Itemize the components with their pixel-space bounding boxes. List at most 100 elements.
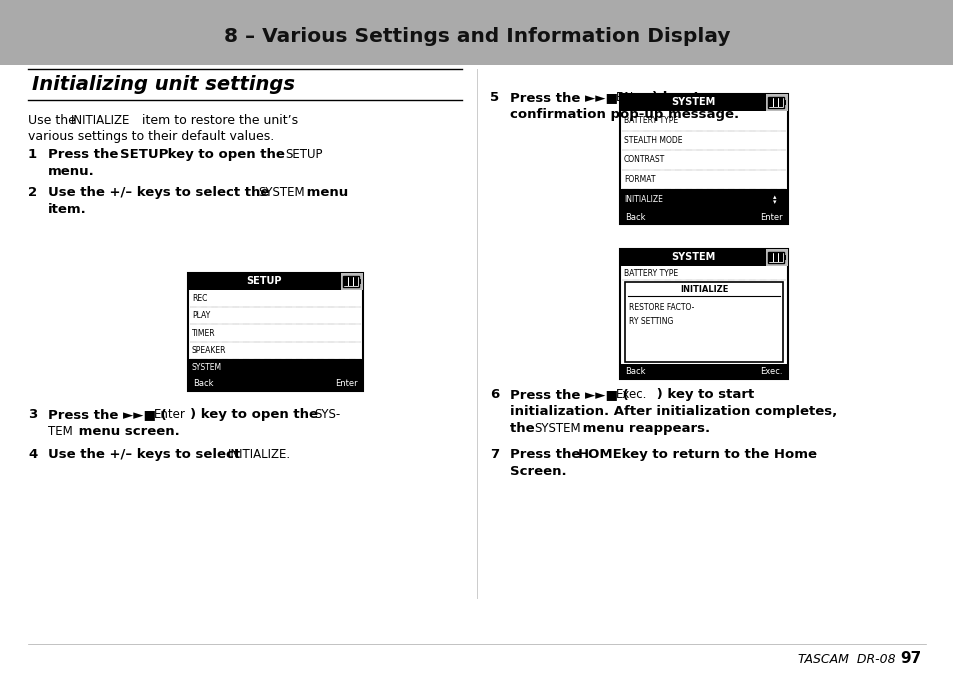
- Text: Use the +/– keys to select the: Use the +/– keys to select the: [48, 186, 274, 199]
- Text: 6: 6: [490, 388, 498, 401]
- Bar: [767, 252, 783, 263]
- Text: CONTRAST: CONTRAST: [623, 156, 664, 165]
- Text: INITIALIZE: INITIALIZE: [623, 195, 662, 204]
- Text: key to open the: key to open the: [163, 148, 289, 161]
- Text: the: the: [510, 422, 538, 435]
- Text: key to return to the Home: key to return to the Home: [617, 448, 816, 461]
- Text: INITIALIZE: INITIALIZE: [679, 285, 727, 294]
- Text: SYS-: SYS-: [314, 408, 340, 421]
- Text: ) key to open the: ) key to open the: [190, 408, 322, 421]
- Bar: [619, 209, 787, 224]
- Bar: [783, 255, 785, 260]
- Text: SETUP: SETUP: [120, 148, 168, 161]
- Bar: [619, 249, 765, 266]
- Bar: [0, 0, 953, 65]
- Text: Initializing unit settings: Initializing unit settings: [32, 75, 294, 95]
- Bar: [767, 97, 783, 108]
- Text: SETUP: SETUP: [246, 276, 281, 286]
- Bar: [619, 94, 787, 224]
- Text: RESTORE FACTO-: RESTORE FACTO-: [628, 303, 694, 313]
- Bar: [188, 273, 363, 391]
- Text: menu screen.: menu screen.: [74, 425, 179, 438]
- Text: Press the: Press the: [510, 448, 584, 461]
- Text: ) key to start: ) key to start: [651, 388, 754, 401]
- Bar: [765, 249, 787, 266]
- Text: REC: REC: [192, 294, 207, 303]
- Text: HOME: HOME: [578, 448, 622, 461]
- Text: 1: 1: [28, 148, 37, 161]
- Text: BATTERY TYPE: BATTERY TYPE: [623, 268, 678, 278]
- Text: Press the ►►■ (: Press the ►►■ (: [48, 408, 167, 421]
- Text: SYSTEM: SYSTEM: [670, 97, 715, 107]
- Bar: [773, 253, 778, 262]
- Text: TEM: TEM: [48, 425, 72, 438]
- Bar: [188, 273, 340, 290]
- Text: initialization. After initialization completes,: initialization. After initialization com…: [510, 405, 837, 418]
- Text: PLAY: PLAY: [192, 311, 210, 320]
- Text: Enter: Enter: [335, 379, 357, 388]
- Text: menu.: menu.: [48, 165, 94, 178]
- Text: Press the ►►■ (: Press the ►►■ (: [510, 91, 628, 104]
- Bar: [620, 189, 786, 209]
- Text: confirmation pop-up message.: confirmation pop-up message.: [510, 108, 739, 121]
- Text: menu: menu: [302, 186, 348, 199]
- Bar: [765, 94, 787, 111]
- Text: various settings to their default values.: various settings to their default values…: [28, 130, 274, 143]
- Bar: [768, 253, 772, 262]
- Text: Screen.: Screen.: [510, 465, 566, 478]
- Bar: [779, 98, 782, 107]
- Text: 2: 2: [28, 186, 37, 199]
- Text: SETUP: SETUP: [285, 148, 322, 161]
- Text: menu reappears.: menu reappears.: [578, 422, 709, 435]
- Text: 3: 3: [28, 408, 37, 421]
- Text: SYSTEM: SYSTEM: [257, 186, 304, 199]
- Text: Enter: Enter: [760, 213, 782, 222]
- Text: 5: 5: [490, 91, 498, 104]
- Text: STEALTH MODE: STEALTH MODE: [623, 136, 681, 145]
- Text: 97: 97: [899, 651, 921, 666]
- Bar: [188, 376, 363, 391]
- Bar: [189, 359, 361, 376]
- Bar: [773, 98, 778, 107]
- Text: FORMAT: FORMAT: [623, 175, 655, 184]
- Bar: [340, 273, 363, 290]
- Text: item to restore the unit’s: item to restore the unit’s: [138, 114, 297, 127]
- Text: 8 – Various Settings and Information Display: 8 – Various Settings and Information Dis…: [224, 27, 729, 45]
- Text: item.: item.: [48, 203, 87, 216]
- Text: TASCAM  DR-08: TASCAM DR-08: [798, 653, 899, 666]
- Text: Enter: Enter: [153, 408, 186, 421]
- Bar: [354, 277, 357, 286]
- Text: INITIALIZE.: INITIALIZE.: [228, 448, 291, 461]
- Bar: [768, 98, 772, 107]
- Text: SYSTEM: SYSTEM: [192, 363, 222, 372]
- Bar: [619, 364, 787, 379]
- Text: SPEAKER: SPEAKER: [192, 346, 226, 355]
- Text: BATTERY TYPE: BATTERY TYPE: [623, 117, 678, 126]
- Text: Press the: Press the: [48, 148, 123, 161]
- Text: Use the: Use the: [28, 114, 80, 127]
- Text: SYSTEM: SYSTEM: [670, 252, 715, 262]
- Bar: [619, 94, 765, 111]
- Bar: [624, 282, 782, 362]
- Text: Enter: Enter: [616, 91, 647, 104]
- Bar: [349, 277, 353, 286]
- Bar: [358, 279, 360, 284]
- Bar: [779, 253, 782, 262]
- Text: Back: Back: [624, 213, 645, 222]
- Text: 4: 4: [28, 448, 37, 461]
- Text: Use the +/– keys to select: Use the +/– keys to select: [48, 448, 245, 461]
- Text: Exec.: Exec.: [760, 368, 782, 377]
- Text: RY SETTING: RY SETTING: [628, 316, 673, 325]
- Text: Back: Back: [193, 379, 213, 388]
- Text: SYSTEM: SYSTEM: [534, 422, 580, 435]
- Bar: [619, 249, 787, 379]
- Bar: [783, 100, 785, 105]
- Text: Press the ►►■ (: Press the ►►■ (: [510, 388, 628, 401]
- Text: Exec.: Exec.: [616, 388, 647, 401]
- Text: 7: 7: [490, 448, 498, 461]
- Text: TIMER: TIMER: [192, 329, 215, 338]
- Bar: [343, 276, 358, 287]
- Bar: [344, 277, 348, 286]
- Text: ) key to open a: ) key to open a: [651, 91, 763, 104]
- Text: INITIALIZE: INITIALIZE: [71, 114, 131, 127]
